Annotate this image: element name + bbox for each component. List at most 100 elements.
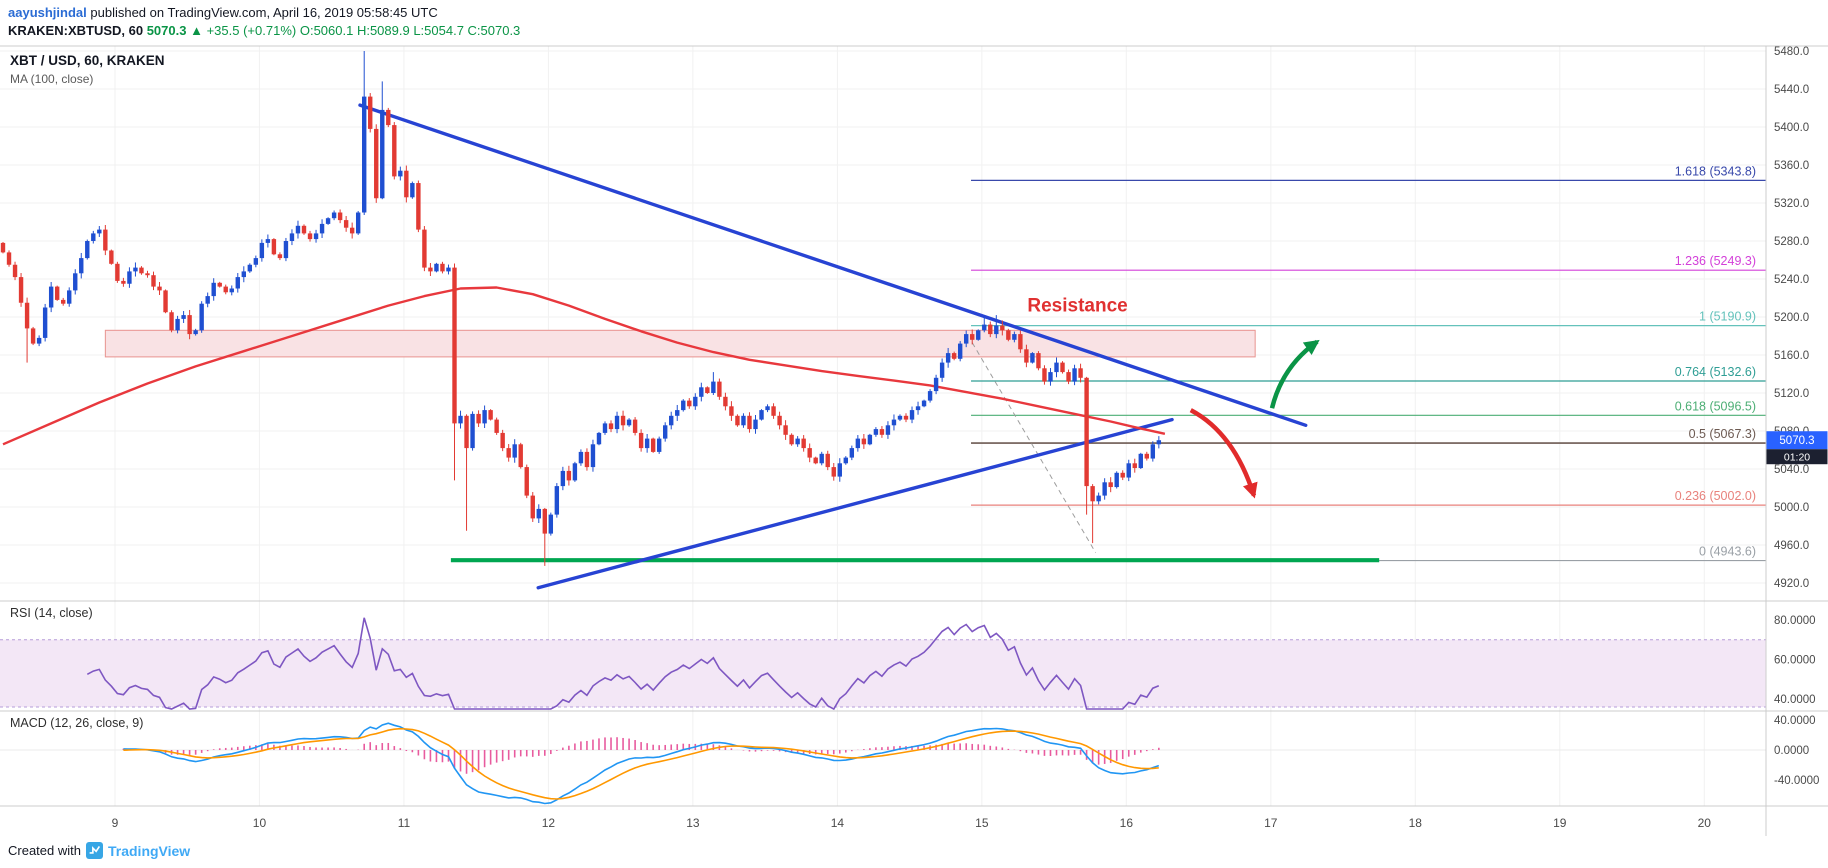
- author-link[interactable]: aayushjindal: [8, 5, 87, 20]
- tradingview-link[interactable]: TradingView: [107, 842, 191, 859]
- candle-body: [482, 410, 487, 424]
- rsi-tick-label: 60.0000: [1774, 655, 1816, 667]
- candle-body: [229, 288, 234, 293]
- candle-body: [982, 324, 987, 331]
- trendline[interactable]: [358, 103, 1308, 427]
- candle-body: [584, 451, 590, 468]
- candle-body: [506, 448, 511, 458]
- macd-tick-label: -40.0000: [1774, 775, 1819, 787]
- price-axis[interactable]: 5480.0 5440.0 5400.0 5360.0 5320.0 5280.0 5240…: [1774, 46, 1819, 787]
- time-axis[interactable]: 9 10 11 12 13 14 15 16 17 18 19 20: [112, 816, 1712, 830]
- candle-body: [789, 434, 794, 445]
- candle-body: [121, 280, 126, 284]
- candle-body: [891, 419, 897, 426]
- time-tick-label: 14: [831, 816, 845, 830]
- candle-body: [337, 212, 343, 221]
- macd-pane[interactable]: [0, 722, 1766, 805]
- candle-body: [590, 444, 596, 468]
- price-tick-label: 5040.0: [1774, 464, 1809, 476]
- rsi-tick-label: 40.0000: [1774, 694, 1816, 706]
- candle-body: [30, 328, 36, 344]
- candle-body: [729, 406, 734, 416]
- candle-body: [145, 273, 150, 276]
- price-tick-label: 5320.0: [1774, 198, 1809, 210]
- candle-body: [644, 438, 650, 449]
- candle-body: [103, 229, 108, 251]
- rsi-legend[interactable]: RSI (14, close): [10, 606, 93, 620]
- candle-body: [392, 125, 397, 177]
- candle-body: [1126, 463, 1131, 478]
- candle-body: [608, 423, 614, 430]
- candle-body: [79, 258, 84, 274]
- ma-legend[interactable]: MA (100, close): [10, 72, 94, 86]
- countdown-tag: [1766, 449, 1828, 465]
- candle-body: [325, 218, 331, 224]
- candle-body: [54, 286, 60, 300]
- price-tick-label: 5160.0: [1774, 350, 1809, 362]
- candle-body: [253, 258, 259, 265]
- ma-100-line[interactable]: [2, 286, 1166, 446]
- breakdown-down-arrow[interactable]: [1189, 408, 1258, 499]
- candle-body: [139, 267, 144, 274]
- candle-body: [319, 223, 325, 234]
- candle-body: [1132, 463, 1137, 469]
- candle-body: [157, 286, 162, 291]
- quote-price: 5070.3: [146, 23, 187, 38]
- candle-body: [440, 263, 445, 272]
- candle-body: [1060, 362, 1065, 373]
- price-tick-label: 5000.0: [1774, 502, 1809, 514]
- candle-body: [873, 429, 879, 435]
- tradingview-logo-icon[interactable]: [85, 842, 103, 859]
- fib-level-label: 0 (4943.6): [1699, 545, 1756, 559]
- candle-body: [1012, 334, 1017, 340]
- last-price-value: 5070.3: [1779, 435, 1814, 447]
- candle-body: [596, 432, 602, 445]
- candle-body: [663, 425, 668, 439]
- trendline[interactable]: [536, 417, 1174, 590]
- candle-body: [211, 282, 216, 297]
- candle-body: [921, 400, 927, 407]
- candle-body: [181, 315, 186, 319]
- rsi-pane[interactable]: [0, 617, 1766, 711]
- fib-level-label: 1.618 (5343.8): [1675, 164, 1756, 178]
- candle-body: [97, 229, 102, 234]
- candle-body: [1030, 353, 1035, 363]
- candle-body: [536, 508, 541, 519]
- candle-body: [861, 438, 867, 445]
- candle-body: [1054, 362, 1059, 373]
- candle-body: [355, 212, 361, 234]
- macd-legend[interactable]: MACD (12, 26, close, 9): [10, 716, 144, 730]
- breakout-up-arrow[interactable]: [1269, 339, 1320, 409]
- macd-tick-label: 40.0000: [1774, 715, 1816, 727]
- candle-body: [518, 444, 523, 468]
- main-price-pane[interactable]: 1.618 (5343.8) 1.236 (5249.3) 1 (5190.9) 0.…: [0, 51, 1766, 590]
- candle-body: [693, 396, 698, 407]
- candle-body: [48, 286, 54, 308]
- candle-body: [656, 438, 662, 452]
- price-tick-label: 5280.0: [1774, 236, 1809, 248]
- candle-body: [374, 128, 379, 199]
- symbol-label[interactable]: KRAKEN:XBTUSD, 60: [8, 23, 144, 38]
- candle-body: [777, 415, 782, 426]
- candle-body: [765, 406, 770, 411]
- candle-body: [939, 362, 945, 378]
- candle-body: [885, 425, 891, 435]
- last-price-tag: [1766, 431, 1828, 450]
- candle-body: [1120, 472, 1125, 478]
- candle-body: [404, 170, 409, 198]
- candle-body: [801, 438, 806, 449]
- candle-body: [247, 264, 253, 272]
- quote-ohlc: O:5060.1 H:5089.9 L:5054.7 C:5070.3: [299, 23, 521, 38]
- resistance-label[interactable]: Resistance: [1027, 295, 1127, 316]
- macd-line: [123, 722, 1160, 805]
- fib-level-label: 0.236 (5002.0): [1675, 489, 1756, 503]
- chart-legend-title[interactable]: XBT / USD, 60, KRAKEN: [10, 53, 165, 68]
- candle-body: [458, 415, 463, 424]
- time-tick-label: 11: [398, 816, 411, 830]
- candle-body: [283, 241, 289, 259]
- candle-body: [843, 457, 848, 464]
- dashed-guide-line[interactable]: [971, 342, 1097, 553]
- candle-body: [795, 438, 800, 445]
- candle-body: [271, 239, 277, 255]
